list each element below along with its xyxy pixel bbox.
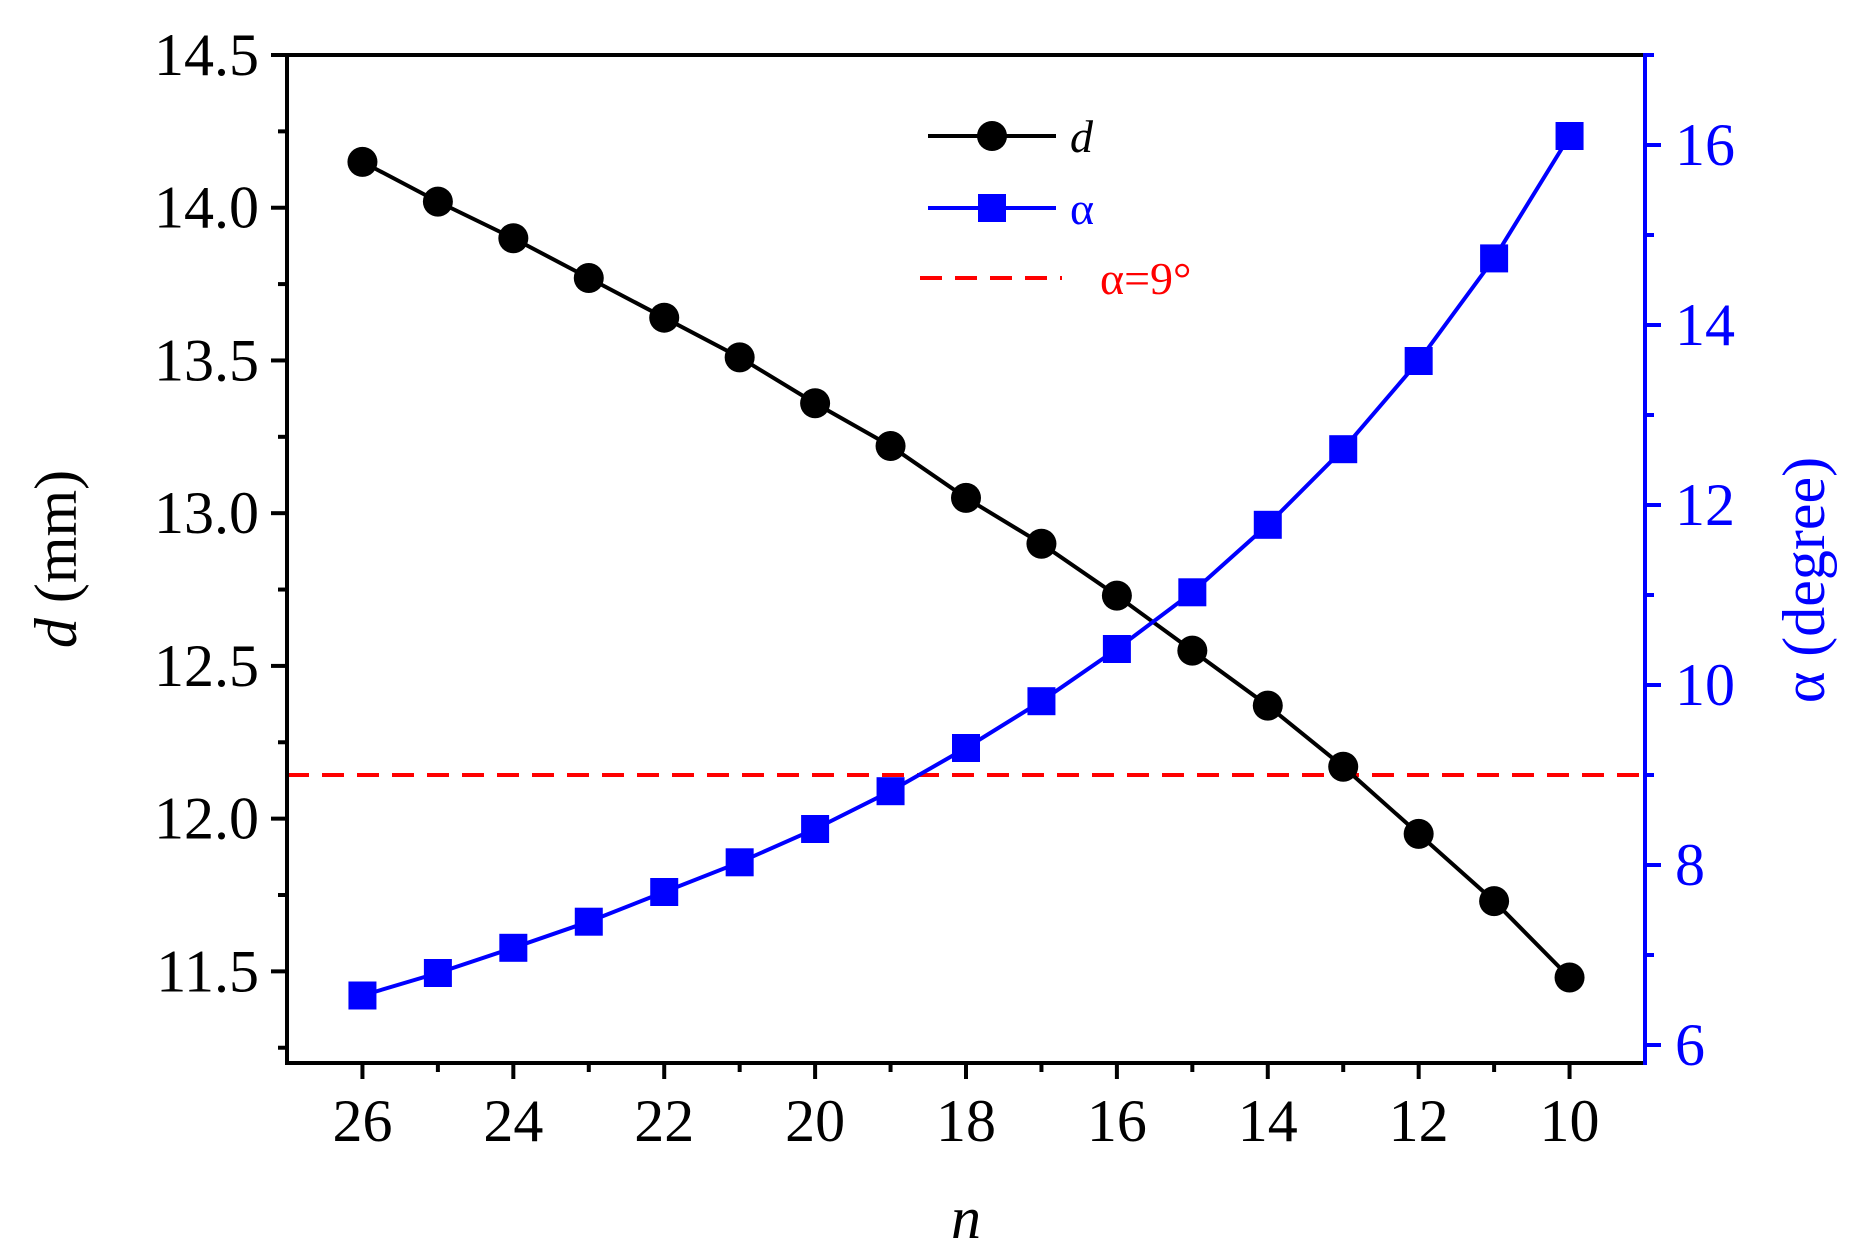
legend-item: α	[928, 183, 1094, 234]
series-layer	[347, 122, 1585, 1010]
left-y-tick-label: 13.0	[154, 480, 259, 546]
data-point-d	[1328, 751, 1359, 782]
data-point-d	[951, 482, 981, 513]
x-tick-label: 16	[1087, 1088, 1147, 1154]
x-tick-label: 14	[1238, 1088, 1298, 1154]
data-point-d	[573, 262, 604, 293]
data-point-alpha	[574, 907, 603, 936]
data-point-d	[498, 223, 529, 254]
data-point-d	[1479, 886, 1510, 917]
data-point-d	[800, 388, 831, 419]
x-tick-label: 18	[936, 1088, 996, 1154]
right-y-tick-label: 10	[1675, 652, 1735, 718]
legend-label: d	[1070, 111, 1094, 162]
data-point-d	[1101, 580, 1132, 611]
x-tick-label: 10	[1540, 1088, 1600, 1154]
left-y-axis-title-unit: (mm)	[23, 470, 89, 618]
right-y-tick-label: 8	[1675, 832, 1705, 898]
left-y-axis-title-symbol: d	[23, 617, 89, 648]
data-point-alpha	[952, 734, 980, 762]
data-point-alpha	[1253, 510, 1282, 539]
data-point-alpha	[1102, 635, 1131, 663]
legend: dαα=9°	[920, 111, 1191, 304]
right-y-tick-label: 14	[1675, 292, 1735, 358]
right-y-tick-label: 12	[1675, 472, 1735, 538]
left-y-axis-title: d (mm)	[23, 470, 89, 648]
ticks: 26 24 22 20 18 16 14 12 10 11.5 12.0 12.5 13.0 13.5 14…	[154, 22, 1735, 1154]
data-point-d	[875, 430, 906, 461]
data-point-alpha	[1178, 578, 1207, 607]
data-point-alpha	[423, 959, 452, 987]
left-y-tick-label: 14.0	[154, 175, 259, 241]
data-point-d	[347, 146, 378, 177]
right-y-tick-label: 6	[1675, 1012, 1705, 1078]
left-y-tick-label: 14.5	[154, 22, 259, 88]
data-point-d	[1554, 962, 1585, 993]
data-point-d	[1403, 818, 1434, 849]
data-point-alpha	[1480, 244, 1509, 273]
left-y-tick-label: 12.0	[154, 786, 259, 852]
left-y-tick-label: 12.5	[154, 633, 259, 699]
left-y-tick-label: 11.5	[156, 938, 259, 1004]
x-tick-label: 26	[332, 1088, 392, 1154]
x-tick-label: 12	[1389, 1088, 1449, 1154]
legend-marker-circle	[977, 121, 1007, 151]
left-y-tick-label: 13.5	[154, 327, 259, 393]
legend-marker-square	[978, 194, 1006, 222]
data-point-d	[724, 342, 755, 373]
x-tick-label: 22	[634, 1088, 694, 1154]
data-point-alpha	[801, 815, 830, 843]
data-point-alpha	[650, 878, 679, 906]
right-y-axis-title: α (degree)	[1771, 457, 1837, 703]
data-point-alpha	[1027, 687, 1056, 716]
series-line-d	[361, 160, 1571, 979]
data-point-alpha	[876, 777, 905, 806]
data-point-alpha	[725, 848, 754, 877]
data-point-alpha	[1555, 122, 1584, 150]
data-point-alpha	[1329, 435, 1358, 464]
data-point-alpha	[348, 981, 377, 1010]
legend-label: α	[1070, 183, 1094, 234]
data-point-d	[1177, 635, 1208, 666]
series-d	[347, 146, 1585, 993]
legend-item: d	[928, 111, 1094, 162]
x-tick-label: 24	[483, 1088, 543, 1154]
axes	[285, 53, 1647, 1065]
data-point-d	[649, 302, 680, 333]
x-axis-title: n	[951, 1185, 981, 1251]
legend-item: α=9°	[920, 253, 1191, 304]
data-point-alpha	[1404, 347, 1433, 375]
legend-label: α=9°	[1100, 253, 1191, 304]
data-point-d	[422, 186, 453, 217]
right-y-tick-label: 16	[1675, 112, 1735, 178]
series-line-alpha	[361, 134, 1572, 998]
data-point-d	[1252, 690, 1283, 721]
x-tick-label: 20	[785, 1088, 845, 1154]
series-alpha	[348, 122, 1584, 1010]
data-point-alpha	[499, 933, 528, 962]
data-point-d	[1026, 528, 1057, 559]
